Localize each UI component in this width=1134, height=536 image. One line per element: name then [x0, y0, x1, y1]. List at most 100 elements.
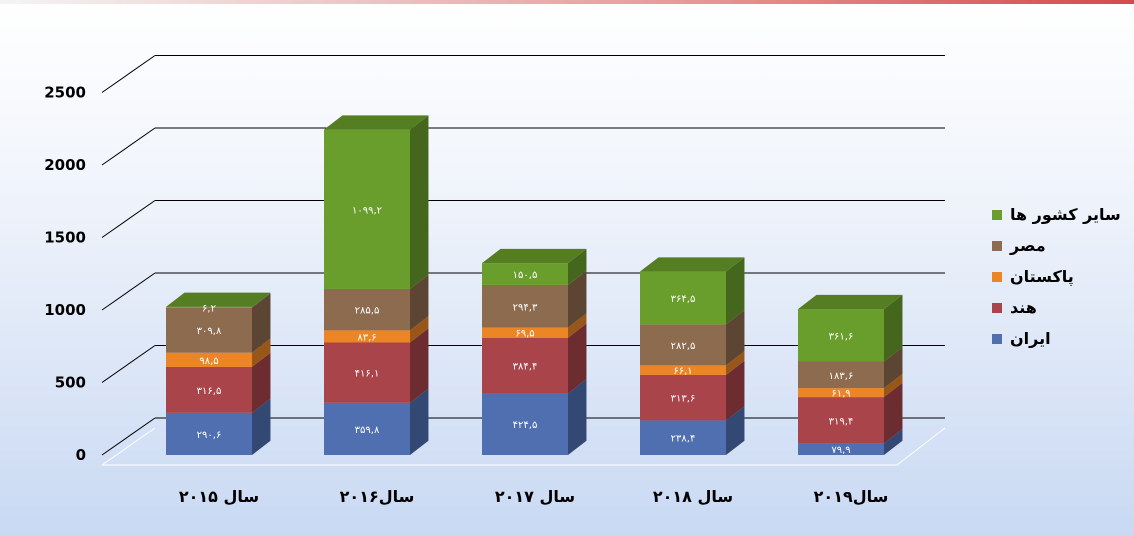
bar-front-face [166, 307, 252, 353]
legend-swatch [992, 272, 1002, 282]
data-label: ۲۹۰,۶ [197, 430, 222, 441]
bar-top-face [166, 292, 271, 307]
data-label: ۹۸,۵ [199, 356, 218, 367]
bar-side-face [726, 406, 745, 455]
bar-side-face [884, 347, 903, 389]
legend-label: سایر کشور ها [1010, 205, 1121, 224]
data-label: ۱۰۹۹,۲ [352, 205, 382, 216]
bar-side-face [568, 323, 587, 394]
bar-segment: ۱۰۹۹,۲ [324, 115, 429, 289]
gridline-side [101, 127, 156, 166]
bar-front-face [166, 306, 252, 308]
bar-front-face [482, 263, 568, 285]
floor-edge-right [896, 427, 946, 466]
bar-front-face [166, 366, 252, 413]
data-label: ۳۰۹,۸ [197, 326, 222, 337]
gridline-side [101, 417, 156, 456]
gridline-side [101, 345, 156, 383]
bar-side-face [252, 398, 271, 455]
bar-side-face [884, 294, 903, 362]
bar-segment: ۶۱,۹ [798, 373, 903, 400]
data-label: ۳۶۴,۵ [671, 294, 696, 305]
bar-segment: ۷۹,۹ [798, 429, 903, 456]
data-label: ۲۹۴,۳ [513, 302, 538, 313]
gridline-side [101, 272, 156, 311]
legend-swatch [992, 241, 1002, 251]
bar-side-face [252, 338, 271, 367]
bar-segment: ۱۵۰,۵ [482, 248, 587, 285]
bar-side-face [252, 352, 271, 413]
bar-segment: ۳۸۴,۴ [482, 323, 587, 394]
x-tick-label: سال۲۰۱۶ [340, 487, 415, 506]
bar-front-face [482, 284, 568, 328]
bar-front-face [798, 361, 884, 389]
bar-segment: ۸۳,۶ [324, 316, 429, 343]
bar-front-face [324, 129, 410, 289]
bar-side-face [252, 293, 271, 353]
legend-label: مصر [1009, 236, 1046, 255]
y-tick-label: 0 [76, 446, 86, 464]
y-axis: 0 500 1000 1500 2000 2500 [44, 84, 86, 465]
bar-front-face [798, 388, 884, 398]
bar-segment: ۲۳۸,۴ [640, 406, 745, 455]
bar-front-face [640, 271, 726, 325]
y-tick-label: 2000 [44, 156, 86, 174]
bar-front-face [324, 330, 410, 343]
legend-swatch [992, 210, 1002, 220]
top-accent-bar [0, 0, 1134, 4]
legend: سایر کشور ها مصر پاکستان هند ایران [992, 205, 1121, 348]
data-label: ۴۱۶,۱ [355, 369, 380, 380]
bar-side-face [410, 274, 429, 331]
bar-front-face [324, 402, 410, 455]
bar-front-face [324, 288, 410, 331]
y-tick-label: 2500 [44, 84, 86, 102]
y-tick-label: 1500 [44, 229, 86, 247]
bar-front-face [166, 352, 252, 367]
bar-segment: ۹۸,۵ [166, 338, 271, 367]
data-label: ۳۱۳,۶ [671, 394, 696, 405]
bar-side-face [410, 316, 429, 343]
bar-side-face [726, 310, 745, 366]
data-label: ۶,۲ [202, 303, 216, 314]
bar-side-face [568, 270, 587, 328]
bar-segment: ۳۱۶,۵ [166, 352, 271, 413]
bar-front-face [798, 309, 884, 362]
bar-segment: ۱۸۳,۶ [798, 347, 903, 389]
bar-segment: ۴۲۴,۵ [482, 379, 587, 455]
legend-swatch [992, 334, 1002, 344]
bar-segment: ۳۵۹,۸ [324, 388, 429, 455]
gridline-side [101, 55, 156, 93]
bar-front-face [324, 342, 410, 403]
legend-label: هند [1010, 298, 1037, 317]
bar-side-face [568, 248, 587, 285]
bar-segment: ۲۸۵,۵ [324, 274, 429, 331]
data-label: ۸۳,۶ [357, 332, 376, 343]
data-label: ۱۵۰,۵ [513, 270, 538, 281]
data-label: ۲۸۵,۵ [355, 306, 380, 317]
bar-segment: ۳۱۹,۴ [798, 382, 903, 444]
x-tick-label: سال ۲۰۱۷ [495, 487, 575, 506]
bar-segment: ۲۸۲,۵ [640, 310, 745, 366]
data-label: ۳۱۹,۴ [829, 416, 854, 427]
floor-edge [101, 427, 156, 466]
data-label: ۳۸۴,۴ [513, 362, 538, 373]
x-axis: سال ۲۰۱۵ سال۲۰۱۶ سال ۲۰۱۷ سال ۲۰۱۸ سال۲۰۱۹ [179, 487, 888, 506]
bar-front-face [640, 420, 726, 455]
bar-front-face [482, 393, 568, 455]
bar-front-face [482, 327, 568, 338]
bar-side-face [884, 382, 903, 444]
bar-segment: ۲۹۴,۳ [482, 270, 587, 328]
bar-side-face [252, 292, 271, 308]
data-label: ۳۵۹,۸ [355, 425, 380, 436]
x-tick-label: سال ۲۰۱۵ [179, 487, 259, 506]
bar-segment: ۶۶,۱ [640, 351, 745, 377]
data-label: ۲۳۸,۴ [671, 434, 696, 445]
bar-front-face [798, 397, 884, 444]
bar-top-face [324, 115, 429, 130]
bar-segment: ۶,۲ [166, 292, 271, 314]
bar-segment: ۴۱۶,۱ [324, 328, 429, 403]
data-label: ۷۹,۹ [831, 445, 850, 456]
bar-segment: ۳۶۱,۶ [798, 294, 903, 362]
bar-segment: ۳۰۹,۸ [166, 293, 271, 353]
